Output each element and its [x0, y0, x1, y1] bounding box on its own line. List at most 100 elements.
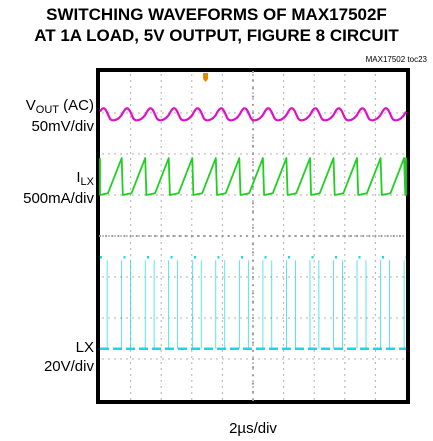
grid-dot — [108, 153, 110, 155]
grid-dot — [374, 212, 377, 214]
grid-dot — [160, 320, 162, 322]
grid-dot — [344, 170, 346, 172]
chart-title: SWITCHING WAVEFORMS OF MAX17502F AT 1A L… — [0, 4, 433, 46]
axis-tick — [251, 308, 255, 311]
grid-dot — [374, 374, 377, 376]
axis-tick — [251, 275, 255, 279]
grid-dot — [234, 112, 236, 114]
grid-dot — [282, 272, 285, 274]
grid-dot — [312, 276, 314, 278]
grid-dot — [114, 317, 116, 319]
grid-dot — [344, 386, 346, 388]
grid-dot — [312, 358, 314, 360]
grid-dot — [129, 374, 132, 376]
axis-tick — [245, 234, 248, 238]
grid-dot — [282, 104, 285, 106]
grid-dot — [282, 317, 284, 319]
grid-dot — [108, 317, 110, 319]
grid-dot — [306, 358, 308, 360]
grid-dot — [246, 153, 248, 155]
grid-dot — [126, 153, 128, 155]
grid-dot — [344, 146, 346, 148]
grid-dot — [282, 218, 285, 220]
grid-dot — [282, 338, 285, 340]
grid-dot — [342, 235, 344, 237]
grid-dot — [129, 230, 132, 232]
grid-dot — [191, 386, 193, 388]
grid-dot — [221, 362, 224, 364]
grid-dot — [160, 284, 162, 286]
grid-dot — [180, 276, 182, 278]
grid-dot — [160, 362, 162, 364]
grid-dot — [191, 122, 193, 124]
grid-dot — [313, 110, 315, 112]
grid-dot — [366, 153, 368, 155]
vout-label-sub: OUT — [35, 104, 59, 116]
axis-tick — [251, 390, 255, 393]
grid-dot — [221, 122, 224, 124]
axis-tick — [313, 234, 316, 238]
axis-tick — [349, 234, 353, 238]
grid-dot — [160, 200, 162, 202]
grid-dot — [221, 230, 224, 232]
grid-dot — [360, 276, 362, 278]
grid-dot — [324, 112, 326, 114]
grid-dot — [348, 276, 350, 278]
grid-dot — [354, 194, 356, 196]
grid-dot — [300, 194, 302, 196]
ilx-channel-label: ILX 500mA/div — [23, 168, 94, 208]
grid-dot — [252, 122, 254, 124]
grid-dot — [330, 276, 332, 278]
axis-tick — [251, 341, 255, 344]
grid-dot — [221, 146, 224, 148]
grid-dot — [191, 200, 193, 202]
grid-dot — [102, 112, 104, 114]
grid-dot — [348, 153, 350, 155]
grid-dot — [264, 358, 266, 360]
grid-dot — [354, 235, 356, 237]
grid-dot — [252, 158, 254, 160]
grid-dot — [160, 296, 162, 298]
grid-dot — [168, 153, 170, 155]
grid-dot — [282, 302, 285, 304]
grid-dot — [252, 74, 254, 76]
grid-dot — [191, 374, 193, 376]
grid-dot — [191, 98, 193, 100]
grid-dot — [374, 206, 377, 208]
grid-dot — [204, 276, 206, 278]
grid-dot — [396, 112, 398, 114]
grid-dot — [313, 164, 315, 166]
grid-dot — [344, 392, 346, 394]
grid-dot — [313, 176, 315, 178]
grid-dot — [252, 116, 254, 118]
grid-dot — [396, 194, 398, 196]
grid-dot — [216, 276, 218, 278]
grid-dot — [288, 358, 290, 360]
grid-dot — [313, 188, 315, 190]
grid-dot — [402, 194, 404, 196]
axis-tick — [251, 218, 255, 221]
grid-dot — [129, 152, 132, 154]
grid-dot — [129, 92, 132, 94]
grid-dot — [120, 358, 122, 360]
grid-dot — [374, 326, 377, 328]
grid-dot — [144, 153, 146, 155]
grid-dot — [246, 358, 248, 360]
axis-tick — [251, 259, 255, 262]
grid-dot — [240, 358, 242, 360]
grid-dot — [374, 164, 377, 166]
grid-dot — [221, 284, 224, 286]
grid-dot — [191, 188, 193, 190]
grid-dot — [191, 242, 193, 244]
grid-dot — [282, 356, 285, 358]
axis-tick — [147, 234, 151, 238]
grid-dot — [390, 194, 392, 196]
axis-tick — [251, 169, 255, 172]
grid-dot — [129, 368, 132, 370]
grid-dot — [374, 152, 377, 154]
axis-tick — [227, 234, 230, 238]
grid-dot — [374, 134, 377, 136]
grid-dot — [276, 358, 278, 360]
grid-dot — [221, 74, 224, 76]
grid-dot — [313, 146, 315, 148]
